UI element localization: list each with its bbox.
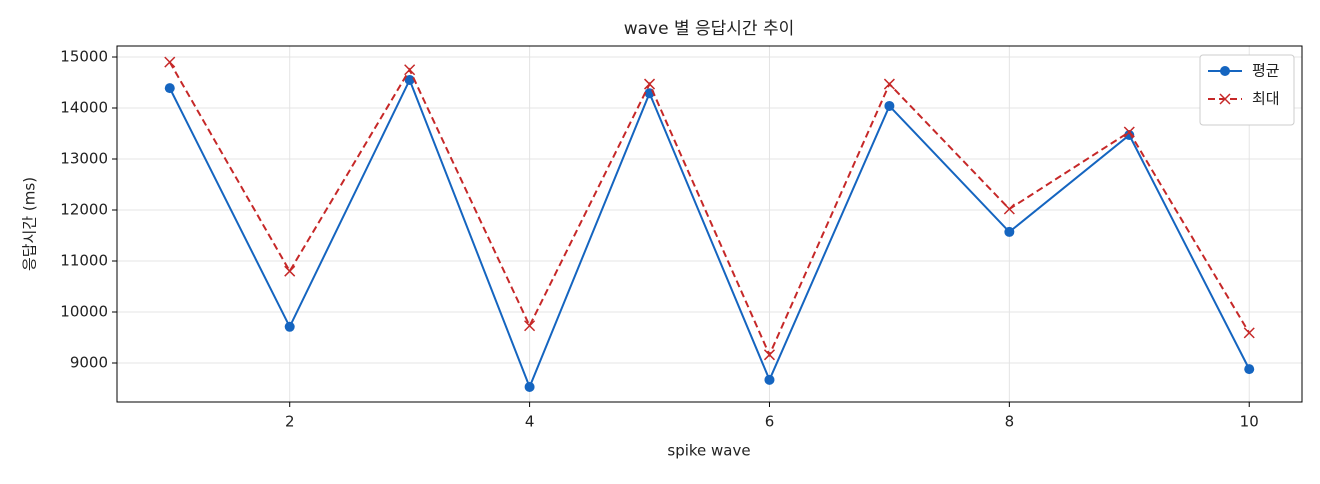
data-point [1003, 203, 1015, 215]
series-line [168, 61, 1251, 358]
legend-box [1199, 54, 1295, 126]
y-tick-label: 13000 [60, 150, 108, 168]
x-axis-label: spike wave [667, 442, 750, 460]
y-tick-label: 14000 [60, 99, 108, 117]
data-point [284, 321, 295, 332]
y-tick-label: 11000 [60, 251, 108, 269]
legend-label: 평균 [1252, 62, 1280, 80]
data-point [1244, 364, 1255, 375]
data-point [524, 320, 536, 332]
data-point [764, 374, 775, 385]
data-point [404, 74, 415, 85]
data-point [164, 56, 176, 68]
x-tick-label: 6 [765, 413, 775, 431]
legend-label: 최대 [1252, 90, 1280, 108]
y-tick-label: 9000 [70, 353, 108, 371]
x-tick-label: 10 [1240, 413, 1259, 431]
data-point [884, 100, 895, 111]
plot-frame [116, 45, 1303, 403]
data-point [643, 78, 656, 90]
y-tick-label: 10000 [60, 302, 108, 320]
legend-marker [1220, 66, 1230, 76]
y-axis-label: 응답시간 (ms) [21, 177, 39, 271]
y-tick-label: 15000 [60, 48, 108, 66]
data-point [763, 349, 776, 361]
data-point [883, 78, 895, 90]
data-point [284, 265, 296, 277]
x-tick-label: 4 [525, 413, 535, 431]
series-line [168, 77, 1251, 390]
data-point [1123, 126, 1135, 138]
data-point [1243, 327, 1255, 339]
data-point [1004, 226, 1015, 237]
data-point [404, 64, 416, 76]
y-tick-label: 12000 [60, 201, 108, 219]
x-tick-label: 8 [1005, 413, 1015, 431]
data-point [524, 381, 535, 392]
data-point [164, 83, 175, 94]
x-tick-label: 2 [285, 413, 295, 431]
chart-title: wave 별 응답시간 추이 [624, 19, 795, 39]
legend-marker [1219, 93, 1231, 105]
